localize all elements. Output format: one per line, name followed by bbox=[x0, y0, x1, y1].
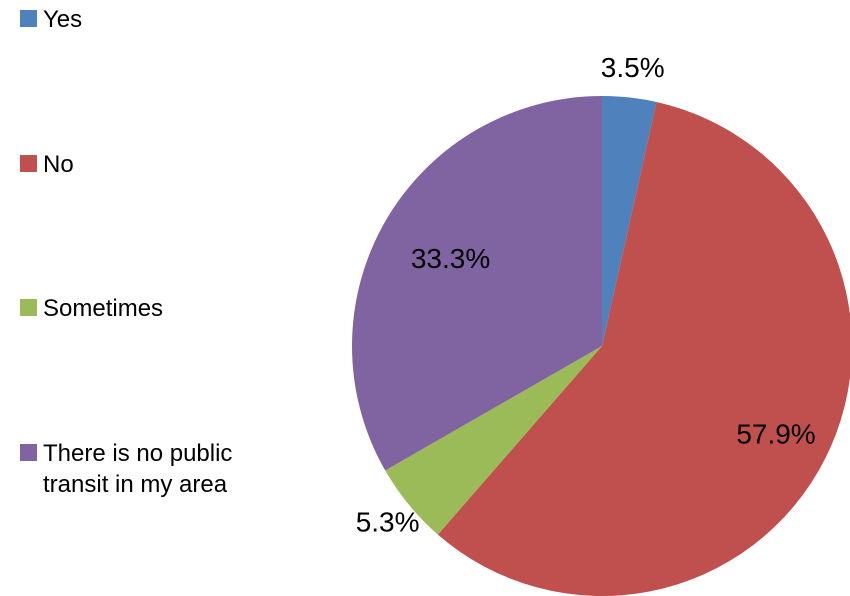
data-label-no-transit: 33.3% bbox=[411, 243, 490, 274]
legend-swatch-sometimes bbox=[20, 299, 37, 316]
legend-item-no-transit: There is no public transit in my area bbox=[20, 438, 283, 500]
pie-slice-no bbox=[437, 102, 850, 596]
chart-legend: Yes No Sometimes There is no public tran… bbox=[0, 0, 300, 596]
legend-swatch-yes bbox=[20, 10, 37, 27]
legend-label-sometimes: Sometimes bbox=[43, 295, 164, 322]
pie-slice-labels: 3.5% 57.9% 5.3% 33.3% bbox=[356, 52, 816, 538]
legend-swatch-no-transit bbox=[20, 444, 37, 461]
legend-label-no-transit: There is no public transit in my area bbox=[43, 440, 233, 498]
legend-swatch-no bbox=[20, 155, 37, 172]
pie-slices bbox=[352, 96, 850, 596]
data-label-no: 57.9% bbox=[736, 418, 815, 449]
data-label-yes: 3.5% bbox=[601, 52, 665, 83]
data-label-sometimes: 5.3% bbox=[356, 507, 420, 538]
legend-label-yes: Yes bbox=[43, 6, 83, 33]
legend-item-sometimes: Sometimes bbox=[20, 293, 163, 324]
legend-item-yes: Yes bbox=[20, 4, 82, 35]
pie-slice-no-transit bbox=[352, 96, 602, 471]
legend-label-no: No bbox=[43, 151, 74, 178]
legend-item-no: No bbox=[20, 149, 74, 180]
pie-slice-sometimes bbox=[385, 346, 602, 535]
pie-slice-yes bbox=[602, 96, 657, 346]
